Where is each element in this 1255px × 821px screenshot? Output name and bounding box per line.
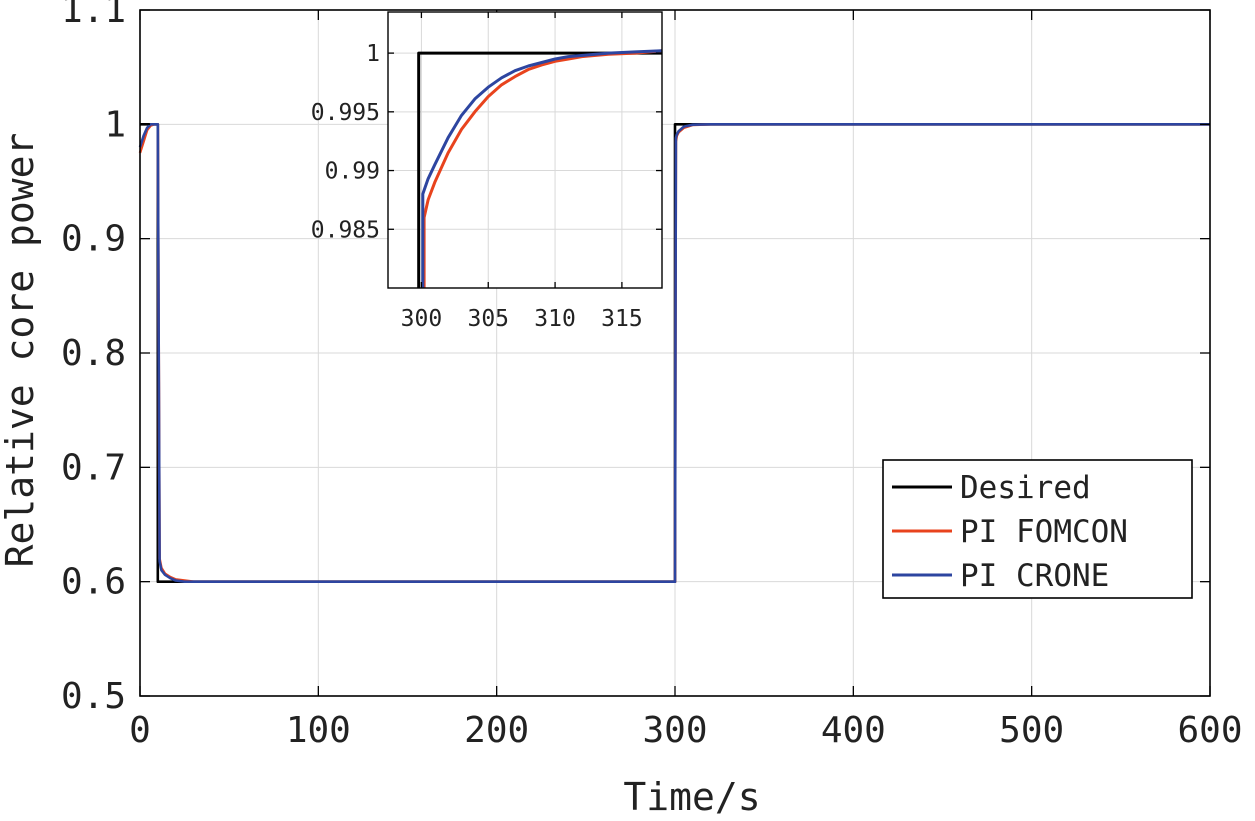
inset-x-tick-label: 315 (601, 306, 643, 332)
inset-series-lines (417, 49, 663, 288)
inset-x-tick-label: 305 (467, 306, 509, 332)
main-y-tick-label: 0.9 (61, 219, 126, 260)
inset-x-tick-label: 300 (401, 306, 443, 332)
main-x-tick-label: 0 (129, 710, 151, 751)
legend-label-pi-fomcon: PI FOMCON (960, 514, 1128, 550)
x-axis-label: Time/s (623, 775, 760, 819)
main-y-tick-label: 0.6 (61, 562, 126, 603)
main-tick-marks (139, 9, 1211, 697)
inset-tick-marks (388, 12, 662, 288)
main-x-tick-label: 300 (642, 710, 707, 751)
main-y-tick-labels: 0.5 0.6 0.7 0.8 0.9 1 1.1 (61, 0, 126, 717)
inset-plot-area (388, 12, 662, 288)
legend: Desired PI FOMCON PI CRONE (882, 459, 1193, 599)
main-x-tick-label: 100 (286, 710, 351, 751)
inset-plot-frame (387, 11, 663, 289)
inset-x-tick-labels: 300 305 310 315 (401, 306, 643, 332)
inset-series-desired (417, 51, 662, 288)
main-y-tick-label: 0.7 (61, 447, 126, 488)
main-series-pi-crone (138, 123, 1210, 584)
inset-series-pi-crone (421, 49, 663, 288)
inset-plot: 300 305 310 315 0.985 0.99 0.995 1 (311, 11, 663, 332)
main-y-tick-label: 0.5 (61, 676, 126, 717)
inset-y-tick-label: 0.995 (311, 100, 380, 126)
legend-label-desired: Desired (960, 470, 1091, 506)
main-x-tick-label: 400 (821, 710, 886, 751)
legend-label-pi-crone: PI CRONE (960, 558, 1109, 594)
inset-x-tick-label: 310 (534, 306, 576, 332)
main-x-tick-label: 200 (464, 710, 529, 751)
main-x-tick-label: 600 (1177, 710, 1242, 751)
main-series-lines (138, 123, 1210, 584)
main-y-tick-label: 1 (104, 104, 126, 145)
main-y-tick-label: 0.8 (61, 333, 126, 374)
main-x-tick-label: 500 (999, 710, 1064, 751)
inset-y-tick-label: 1 (366, 41, 380, 67)
inset-y-tick-labels: 0.985 0.99 0.995 1 (311, 41, 380, 243)
main-y-tick-label: 1.1 (61, 0, 126, 31)
y-axis-label: Relative core power (0, 133, 42, 568)
inset-y-tick-label: 0.99 (325, 159, 380, 185)
main-x-tick-labels: 0 100 200 300 400 500 600 (129, 710, 1242, 751)
inset-y-tick-label: 0.985 (311, 217, 380, 243)
